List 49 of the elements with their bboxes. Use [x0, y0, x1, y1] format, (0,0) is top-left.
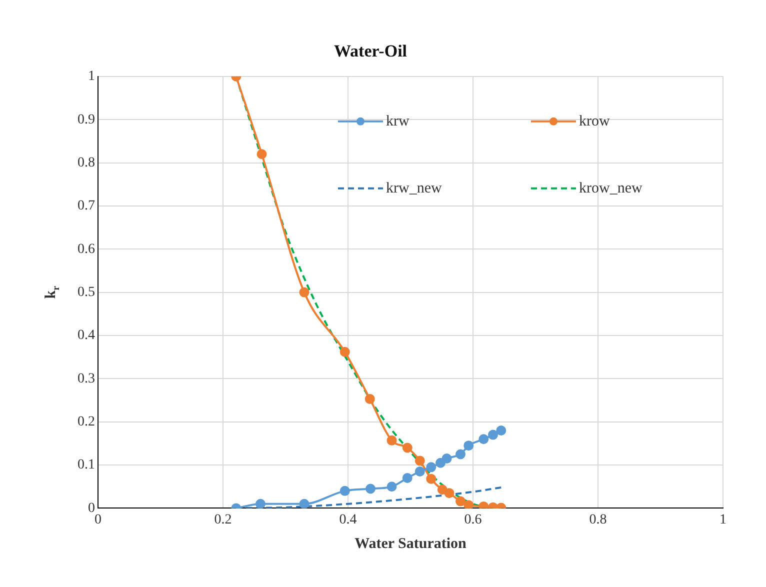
- point: [364, 394, 375, 404]
- legend-label: krw_new: [386, 180, 442, 196]
- y-tick-label: 0.1: [78, 458, 95, 473]
- point: [414, 466, 425, 476]
- point: [386, 435, 397, 446]
- point: [426, 462, 436, 472]
- y-tick-label: 0.8: [78, 155, 95, 170]
- chart-title: Water-Oil: [334, 42, 408, 61]
- point: [340, 346, 350, 357]
- x-tick-label: 0.6: [464, 512, 482, 528]
- point: [366, 484, 376, 494]
- point: [402, 442, 412, 453]
- y-tick-label: 0.3: [78, 371, 95, 386]
- point: [478, 434, 489, 444]
- point: [442, 454, 452, 464]
- x-tick-label: 1: [720, 512, 726, 528]
- y-tick-label: 0.5: [78, 284, 95, 300]
- y-tick-label: 0.4: [78, 328, 95, 344]
- x-tick-label: 0.4: [339, 512, 357, 528]
- x-tick-label: 0.2: [214, 512, 232, 528]
- legend-label: krow_new: [579, 180, 642, 196]
- point: [437, 484, 448, 495]
- point: [340, 486, 350, 496]
- y-tick-label: 0.6: [78, 242, 95, 257]
- point: [456, 496, 466, 506]
- point: [456, 449, 466, 460]
- y-tick-label: 0.2: [78, 414, 95, 430]
- x-axis-title: Water Saturation: [354, 536, 468, 552]
- point: [444, 488, 454, 498]
- point: [386, 482, 397, 492]
- legend-label: krow: [579, 113, 610, 130]
- point: [256, 498, 266, 508]
- y-tick-label: 0.9: [78, 112, 95, 128]
- point: [488, 430, 498, 440]
- point: [464, 440, 474, 451]
- legend-label: krw: [386, 113, 410, 130]
- point: [496, 425, 506, 436]
- y-tick-label: 0: [88, 500, 95, 516]
- point: [414, 456, 425, 466]
- point: [426, 474, 436, 484]
- y-tick-label: 1: [88, 69, 95, 84]
- point: [299, 498, 310, 508]
- point: [256, 149, 267, 160]
- point: [299, 287, 310, 298]
- x-tick-label: 0.8: [589, 512, 607, 528]
- point: [402, 472, 412, 483]
- point: [464, 500, 474, 508]
- y-axis-title: kr: [43, 285, 62, 299]
- y-tick-label: 0.7: [78, 198, 95, 214]
